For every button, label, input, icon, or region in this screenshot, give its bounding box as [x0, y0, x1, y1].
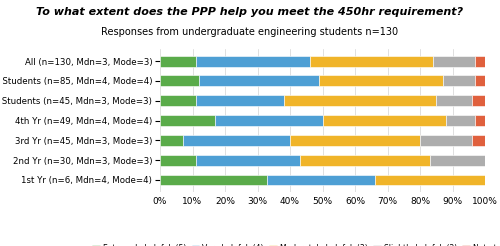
Bar: [290, 135, 420, 146]
Bar: [160, 76, 199, 86]
Legend: Extremely helpful  (5), Very helpful  (4), Moderately helpful  (3), Slightly hel: Extremely helpful (5), Very helpful (4),…: [89, 241, 500, 246]
Bar: [446, 115, 475, 126]
Bar: [160, 174, 267, 185]
Bar: [374, 174, 485, 185]
Bar: [300, 155, 430, 166]
Bar: [420, 135, 472, 146]
Bar: [183, 135, 290, 146]
Bar: [196, 155, 300, 166]
Bar: [215, 115, 322, 126]
Bar: [160, 115, 215, 126]
Text: Responses from undergraduate engineering students n=130: Responses from undergraduate engineering…: [102, 27, 399, 37]
Bar: [196, 95, 284, 106]
Bar: [430, 155, 485, 166]
Bar: [199, 76, 320, 86]
Bar: [320, 76, 443, 86]
Bar: [284, 95, 436, 106]
Bar: [160, 56, 196, 67]
Bar: [160, 95, 196, 106]
Bar: [443, 76, 475, 86]
Bar: [475, 76, 485, 86]
Bar: [472, 95, 485, 106]
Bar: [310, 56, 433, 67]
Bar: [160, 135, 183, 146]
Text: To what extent does the PPP help you meet the 450hr requirement?: To what extent does the PPP help you mee…: [36, 7, 464, 17]
Bar: [472, 135, 485, 146]
Bar: [475, 115, 485, 126]
Bar: [436, 95, 472, 106]
Bar: [322, 115, 446, 126]
Bar: [267, 174, 374, 185]
Bar: [196, 56, 310, 67]
Bar: [475, 56, 485, 67]
Bar: [160, 155, 196, 166]
Bar: [433, 56, 475, 67]
